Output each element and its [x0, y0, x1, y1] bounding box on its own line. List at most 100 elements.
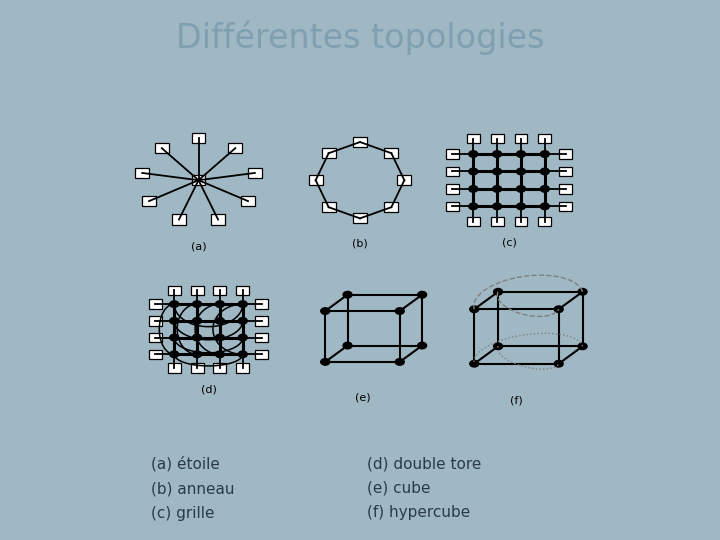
Bar [191, 286, 204, 295]
Bar [467, 134, 480, 144]
Circle shape [516, 203, 526, 210]
Circle shape [578, 288, 587, 295]
Circle shape [469, 361, 479, 367]
Bar [467, 217, 480, 226]
Text: (f): (f) [510, 396, 523, 406]
Bar [142, 196, 156, 206]
Circle shape [540, 186, 549, 192]
Bar [168, 286, 181, 295]
Text: (b): (b) [352, 238, 368, 248]
Circle shape [215, 318, 225, 324]
Circle shape [469, 186, 478, 192]
Bar [228, 143, 242, 153]
Bar [397, 175, 411, 185]
Circle shape [192, 318, 202, 324]
Circle shape [469, 306, 479, 313]
Circle shape [395, 308, 404, 314]
Circle shape [320, 308, 330, 314]
Circle shape [554, 306, 563, 313]
Bar [515, 217, 528, 226]
Circle shape [343, 342, 352, 349]
Circle shape [418, 342, 426, 349]
Circle shape [540, 151, 549, 157]
Circle shape [215, 334, 225, 341]
Text: (d) double tore
(e) cube
(f) hypercube: (d) double tore (e) cube (f) hypercube [367, 456, 482, 521]
Circle shape [469, 151, 478, 157]
Circle shape [320, 359, 330, 365]
Circle shape [238, 301, 247, 307]
Circle shape [516, 186, 526, 192]
Bar [211, 214, 225, 225]
Circle shape [469, 168, 478, 175]
Bar [149, 333, 162, 342]
Bar [446, 150, 459, 159]
Circle shape [238, 318, 247, 324]
Text: (a): (a) [191, 242, 207, 252]
Bar [446, 201, 459, 211]
Bar [559, 184, 572, 194]
Bar [236, 363, 249, 373]
Bar [559, 150, 572, 159]
Circle shape [494, 288, 503, 295]
Bar [559, 167, 572, 176]
Bar [322, 202, 336, 212]
Circle shape [540, 203, 549, 210]
Circle shape [492, 151, 502, 157]
Bar [149, 299, 162, 309]
Circle shape [492, 168, 502, 175]
Bar [236, 286, 249, 295]
Bar [213, 286, 226, 295]
Text: Différentes topologies: Différentes topologies [176, 21, 544, 55]
Circle shape [494, 343, 503, 349]
Bar [255, 349, 268, 359]
Bar [309, 175, 323, 185]
Circle shape [540, 168, 549, 175]
Circle shape [192, 301, 202, 307]
Bar [490, 217, 503, 226]
Circle shape [192, 351, 202, 357]
Circle shape [578, 343, 587, 349]
Bar [353, 213, 367, 224]
Circle shape [170, 334, 179, 341]
Bar [559, 201, 572, 211]
Circle shape [192, 334, 202, 341]
Text: (e): (e) [355, 393, 370, 403]
Bar [135, 168, 149, 178]
Bar [353, 137, 367, 147]
Circle shape [554, 361, 563, 367]
Bar [255, 333, 268, 342]
Bar [168, 363, 181, 373]
Bar [490, 134, 503, 144]
Bar [255, 299, 268, 309]
Bar [539, 134, 552, 144]
Text: (d): (d) [201, 384, 217, 394]
Bar [241, 196, 255, 206]
Bar [192, 133, 205, 144]
Bar [384, 148, 398, 158]
Circle shape [516, 151, 526, 157]
Bar [191, 363, 204, 373]
Bar [446, 167, 459, 176]
Text: (a) étoile
(b) anneau
(c) grille: (a) étoile (b) anneau (c) grille [151, 456, 235, 521]
Bar [322, 148, 336, 158]
Bar [384, 202, 398, 212]
Circle shape [492, 186, 502, 192]
Bar [515, 134, 528, 144]
Circle shape [215, 351, 225, 357]
Circle shape [492, 203, 502, 210]
Circle shape [238, 334, 247, 341]
Bar [149, 349, 162, 359]
Circle shape [516, 168, 526, 175]
Circle shape [215, 301, 225, 307]
Bar [539, 217, 552, 226]
Bar [172, 214, 186, 225]
Circle shape [170, 351, 179, 357]
Circle shape [170, 301, 179, 307]
Text: (c): (c) [502, 238, 516, 248]
Bar [446, 184, 459, 194]
Circle shape [469, 203, 478, 210]
Bar [213, 363, 226, 373]
Circle shape [238, 351, 247, 357]
Circle shape [170, 318, 179, 324]
Bar [255, 316, 268, 326]
